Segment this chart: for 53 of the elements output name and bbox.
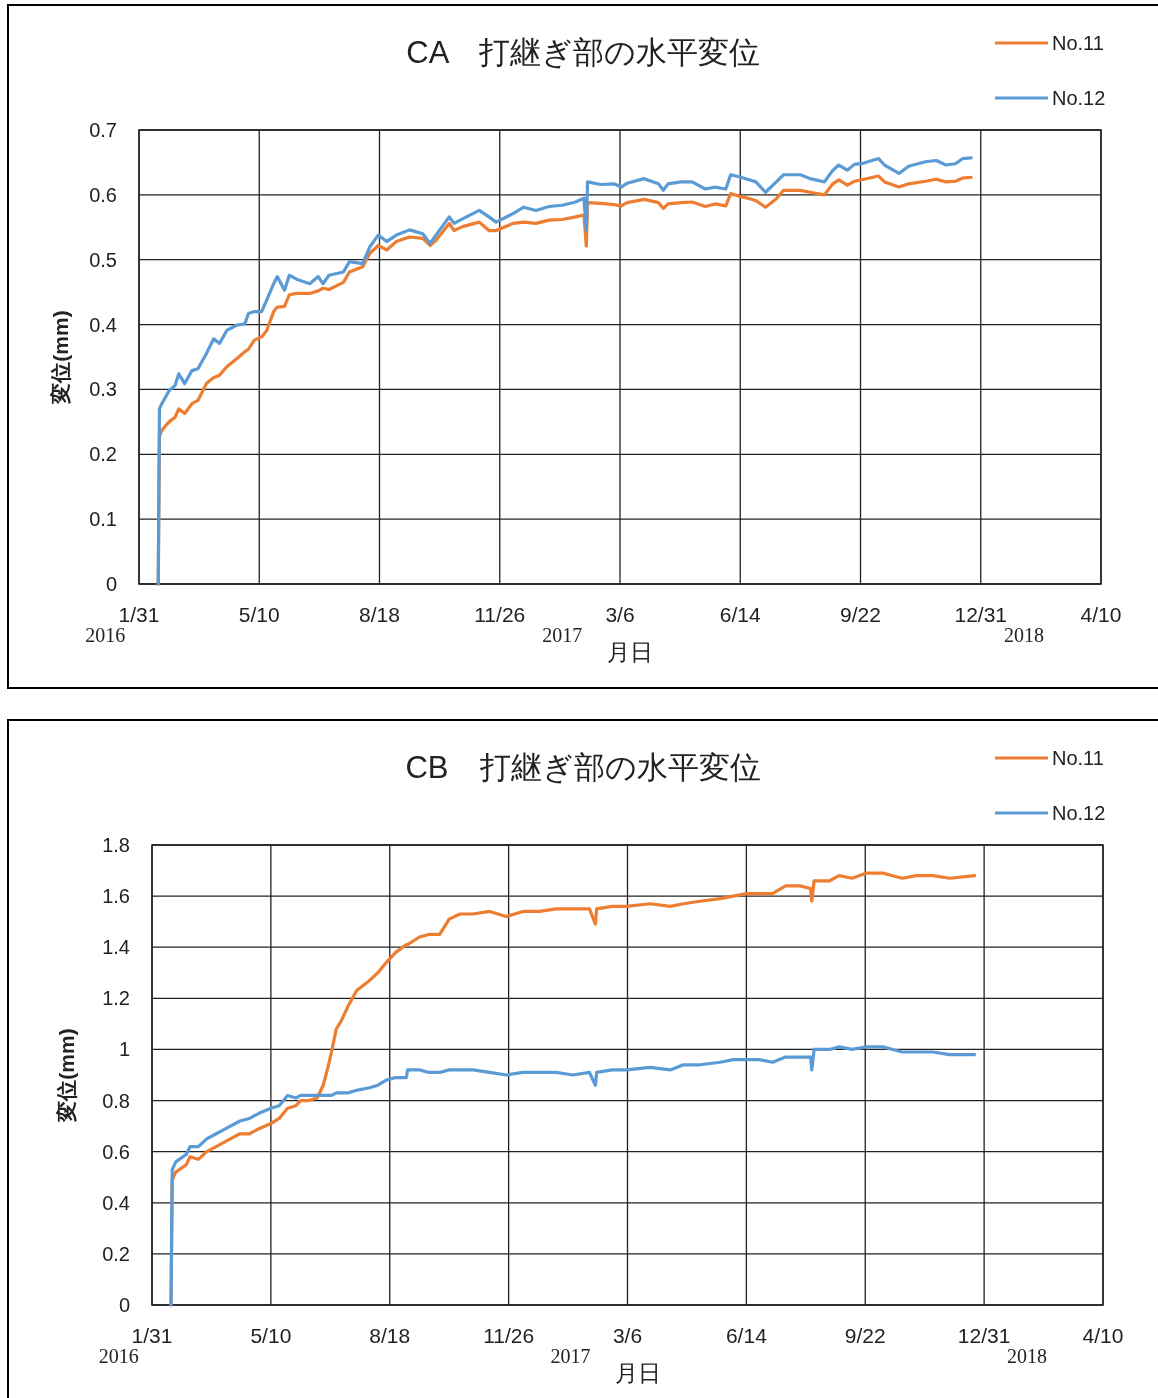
- chart-title: CB 打継ぎ部の水平変位: [405, 750, 761, 785]
- y-axis-title: 変位(mm): [55, 1028, 78, 1123]
- x-axis-title: 月日: [607, 639, 653, 665]
- y-tick-label: 1.8: [102, 834, 130, 856]
- y-tick-label: 1.4: [102, 936, 130, 959]
- y-tick-label: 0.2: [102, 1242, 130, 1265]
- y-tick-label: 0.4: [89, 313, 117, 336]
- x-tick-label: 11/26: [474, 603, 526, 626]
- y-tick-label: 0: [105, 573, 117, 595]
- y-tick-label: 0.5: [89, 248, 117, 271]
- y-axis-title: 変位(mm): [49, 310, 72, 405]
- y-tick-label: 1: [118, 1038, 130, 1061]
- y-tick-label: 0.4: [102, 1191, 130, 1214]
- legend-label: No.11: [1052, 747, 1104, 769]
- text: 2016: [98, 1345, 139, 1367]
- x-axis-title: 月日: [614, 1360, 661, 1386]
- x-tick-label: 8/18: [369, 1324, 411, 1347]
- x-tick-label: 4/10: [1082, 1324, 1124, 1347]
- y-tick-label: 0.7: [89, 119, 117, 141]
- x-tick-label: 3/6: [605, 603, 635, 626]
- text: 2016: [85, 624, 126, 646]
- x-tick-label: 1/31: [131, 1324, 173, 1347]
- x-tick-label: 1/31: [118, 603, 160, 626]
- x-tick-label: 12/31: [957, 1324, 1011, 1347]
- y-tick-label: 0.6: [89, 183, 117, 206]
- x-tick-label: 8/18: [359, 603, 400, 626]
- text: 2017: [542, 624, 583, 646]
- legend-label: No.12: [1052, 802, 1106, 824]
- legend-label: No.12: [1052, 87, 1106, 109]
- line-series: [169, 1045, 977, 1307]
- text: 2018: [1006, 1345, 1047, 1367]
- y-tick-label: 0.8: [102, 1089, 130, 1112]
- y-tick-label: 0: [118, 1294, 130, 1316]
- y-tick-label: 0.3: [89, 378, 117, 401]
- x-tick-label: 6/14: [725, 1324, 768, 1347]
- y-tick-label: 0.1: [89, 508, 117, 531]
- x-tick-label: 5/10: [250, 1324, 292, 1347]
- y-tick-label: 0.6: [102, 1140, 130, 1163]
- x-tick-label: 9/22: [844, 1324, 886, 1347]
- x-tick-label: 4/10: [1080, 603, 1122, 626]
- x-tick-label: 9/22: [840, 603, 881, 626]
- text: 2017: [550, 1345, 591, 1367]
- legend-label: No.11: [1052, 32, 1104, 54]
- y-tick-label: 1.2: [102, 987, 130, 1010]
- x-tick-label: 11/26: [483, 1324, 535, 1347]
- text: 2018: [1004, 624, 1045, 646]
- chart-title: CA 打継ぎ部の水平変位: [406, 35, 760, 70]
- x-tick-label: 12/31: [954, 603, 1008, 626]
- x-tick-label: 5/10: [238, 603, 280, 626]
- x-tick-label: 3/6: [612, 1324, 643, 1347]
- x-tick-label: 6/14: [719, 603, 762, 626]
- y-tick-label: 1.6: [102, 885, 130, 908]
- y-tick-label: 0.2: [89, 443, 117, 466]
